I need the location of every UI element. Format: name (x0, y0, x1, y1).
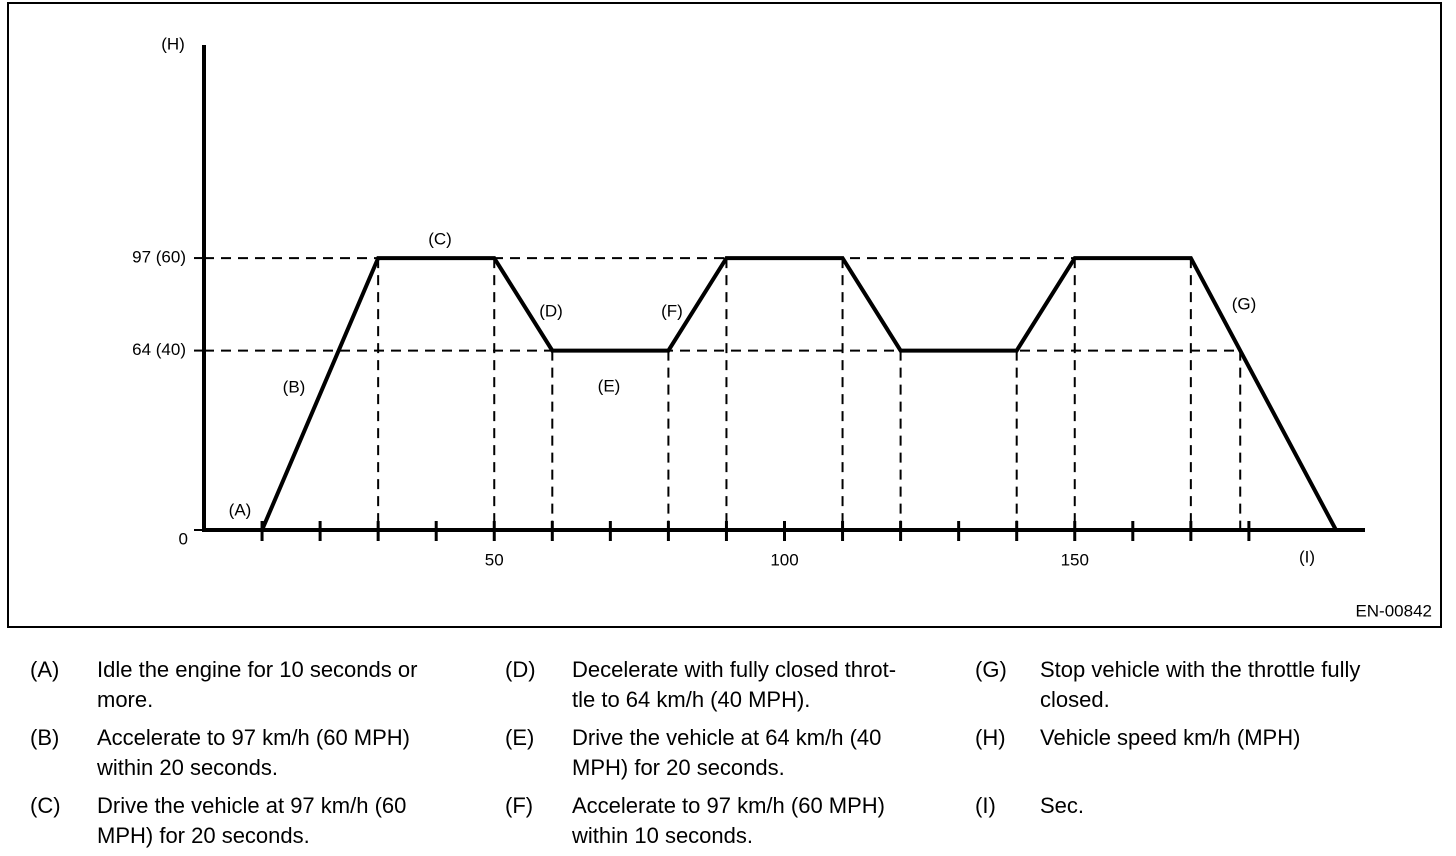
legend-key: (C) (30, 793, 61, 818)
legend-text: Stop vehicle with the throttle fully (1040, 657, 1361, 682)
y-tick-label: 64 (40) (132, 340, 186, 359)
annotation: (C) (428, 229, 452, 248)
legend-text: Vehicle speed km/h (MPH) (1040, 725, 1301, 750)
speed-line (260, 256, 1338, 531)
x-tick-label: 150 (1061, 550, 1089, 569)
legend-key: (E) (505, 725, 535, 750)
legend-text: Sec. (1040, 793, 1085, 818)
legend-text: within 20 seconds. (97, 755, 278, 780)
legend-text: Accelerate to 97 km/h (60 MPH) (97, 725, 411, 750)
annotation: (E) (598, 376, 621, 395)
annotation: (H) (161, 34, 185, 53)
legend-text: more. (97, 687, 154, 712)
legend-text: tle to 64 km/h (40 MPH). (572, 687, 811, 712)
chart: EN-00842 0 64 (40) 97 (60) 50 100 150 (A) (B) (C… (7, 2, 1442, 628)
frame (7, 2, 1442, 628)
figure-id: EN-00842 (1355, 601, 1432, 620)
legend-text: MPH) for 20 seconds. (572, 755, 785, 780)
legend-key: (I) (975, 793, 996, 818)
x-tick-label: 50 (485, 550, 504, 569)
annotation: (D) (539, 301, 563, 320)
legend-text: Idle the engine for 10 seconds or (97, 657, 418, 682)
annotation: (I) (1299, 547, 1315, 566)
annotation: (B) (283, 377, 306, 396)
legend-text: Drive the vehicle at 97 km/h (60 (97, 793, 407, 818)
y-tick-label: 97 (60) (132, 248, 186, 267)
annotation: (G) (1232, 294, 1257, 313)
legend-text: Decelerate with fully closed throt- (572, 657, 897, 682)
legend-text: Drive the vehicle at 64 km/h (40 (572, 725, 882, 750)
legend-text: closed. (1040, 687, 1110, 712)
legend-key: (D) (505, 657, 536, 682)
legend-text: MPH) for 20 seconds. (97, 823, 310, 848)
legend-key: (F) (505, 793, 534, 818)
annotation: (F) (661, 301, 683, 320)
legend-key: (H) (975, 725, 1006, 750)
legend-text: within 10 seconds. (572, 823, 753, 848)
legend-key: (B) (30, 725, 60, 750)
y-tick-label: 0 (179, 529, 188, 548)
annotation: (A) (229, 500, 252, 519)
legend-key: (A) (30, 657, 60, 682)
legend-text: Accelerate to 97 km/h (60 MPH) (572, 793, 886, 818)
x-tick-label: 100 (770, 550, 798, 569)
legend-key: (G) (975, 657, 1007, 682)
